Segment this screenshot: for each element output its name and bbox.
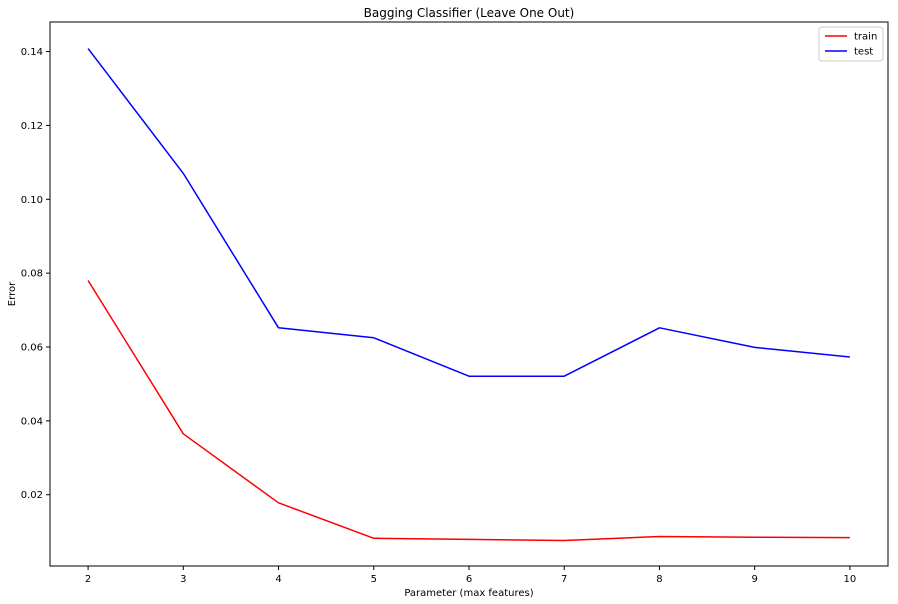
y-tick-label: 0.08 <box>21 269 43 280</box>
x-axis-ticks: 2 3 4 5 6 7 8 9 10 <box>85 566 856 585</box>
x-tick-label: 6 <box>466 574 472 585</box>
x-tick-label: 5 <box>371 574 377 585</box>
series-line-test <box>87 48 850 377</box>
y-tick-label: 0.14 <box>21 47 43 58</box>
chart-title: Bagging Classifier (Leave One Out) <box>364 6 575 20</box>
y-tick-label: 0.04 <box>21 416 43 427</box>
x-tick-label: 4 <box>275 574 281 585</box>
y-axis-ticks: 0.02 0.04 0.06 0.08 0.10 0.12 0.14 <box>21 47 50 501</box>
legend-label-test: test <box>854 47 873 58</box>
x-tick-label: 8 <box>656 574 662 585</box>
y-tick-label: 0.02 <box>21 490 43 501</box>
series-line-train <box>87 280 850 542</box>
legend: train test <box>818 26 884 62</box>
legend-label-train: train <box>854 32 877 43</box>
y-tick-label: 0.06 <box>21 342 43 353</box>
x-axis-label: Parameter (max features) <box>404 588 533 599</box>
plot-area <box>49 21 889 567</box>
y-axis-label: Error <box>7 281 18 306</box>
x-tick-label: 9 <box>751 574 757 585</box>
x-tick-label: 7 <box>561 574 567 585</box>
x-tick-label: 2 <box>85 574 91 585</box>
x-tick-label: 3 <box>180 574 186 585</box>
x-tick-label: 10 <box>844 574 857 585</box>
y-tick-label: 0.12 <box>21 121 43 132</box>
series-lines <box>87 48 850 542</box>
y-tick-label: 0.10 <box>21 195 43 206</box>
